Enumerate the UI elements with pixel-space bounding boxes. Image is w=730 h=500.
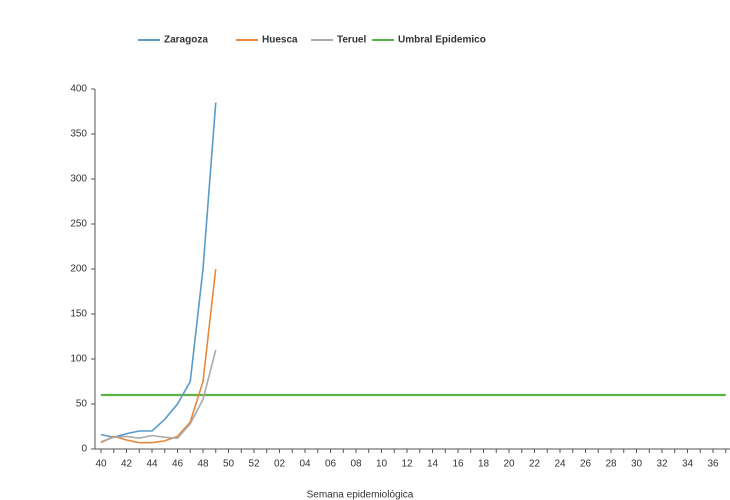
x-tick-label: 40 [95,459,107,470]
y-tick-label: 0 [81,444,87,455]
x-tick-label: 34 [682,459,694,470]
x-tick-label: 26 [580,459,592,470]
y-tick-label: 400 [70,84,87,95]
x-tick-label: 18 [478,459,490,470]
series-line [100,102,217,439]
x-tick-label: 28 [605,459,617,470]
x-tick-label: 02 [274,459,286,470]
y-tick-label: 50 [76,399,88,410]
y-tick-label: 150 [70,309,87,320]
x-tick-label: 32 [656,459,668,470]
x-tick-label: 10 [376,459,388,470]
series-line [100,349,217,443]
x-tick-label: 52 [248,459,260,470]
y-tick-label: 200 [70,264,87,275]
y-tick-label: 100 [70,354,87,365]
legend-label: Zaragoza [164,35,208,46]
x-tick-label: 12 [401,459,413,470]
y-tick-label: 250 [70,219,87,230]
x-tick-label: 14 [427,459,439,470]
x-tick-label: 16 [452,459,464,470]
y-tick-label: 300 [70,174,87,185]
x-tick-label: 36 [707,459,719,470]
x-tick-label: 08 [350,459,362,470]
x-tick-label: 30 [631,459,643,470]
x-tick-label: 04 [299,459,311,470]
x-tick-label: 24 [554,459,566,470]
x-axis-label: Semana epidemiológica [307,490,414,500]
x-tick-label: 42 [121,459,133,470]
x-tick-label: 48 [197,459,209,470]
x-tick-label: 06 [325,459,337,470]
x-tick-label: 44 [146,459,158,470]
legend-label: Teruel [337,35,366,46]
legend-label: Huesca [262,35,298,46]
x-tick-label: 20 [503,459,515,470]
series-line [100,268,217,444]
legend-label: Umbral Epidemico [398,35,486,46]
x-tick-label: 22 [529,459,541,470]
x-tick-label: 50 [223,459,235,470]
y-tick-label: 350 [70,129,87,140]
x-tick-label: 46 [172,459,184,470]
